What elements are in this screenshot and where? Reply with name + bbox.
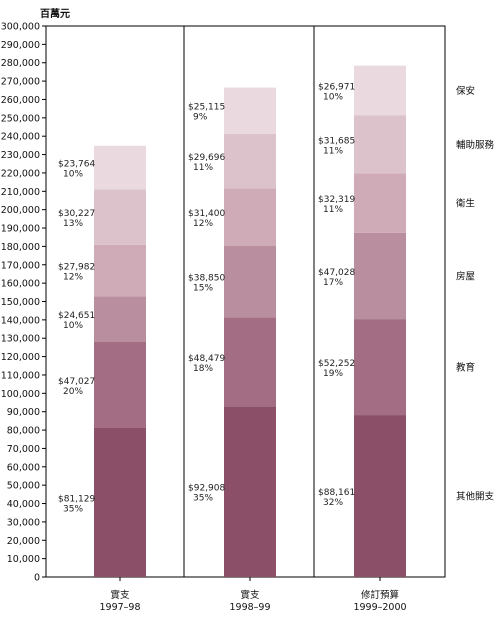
legend-label: 衛生 [456, 198, 476, 210]
data-label-percent: 17% [323, 278, 343, 288]
data-label-percent: 35% [63, 504, 83, 514]
y-tick-label: 230,000 [1, 150, 40, 161]
y-tick-label: 300,000 [1, 22, 40, 33]
data-label-value: $31,685 [318, 136, 355, 146]
bar-segment [94, 145, 146, 190]
data-label-percent: 12% [193, 219, 213, 229]
data-label-value: $52,252 [318, 359, 355, 369]
y-tick-label: 110,000 [1, 370, 40, 381]
y-tick-label: 20,000 [7, 536, 40, 547]
data-label-value: $47,027 [58, 377, 95, 387]
x-category-label: 實支 [110, 589, 130, 601]
data-label-value: $26,971 [318, 82, 355, 92]
y-tick-label: 130,000 [1, 334, 40, 345]
data-label-percent: 11% [323, 146, 343, 156]
data-label-value: $24,651 [58, 311, 95, 321]
data-label-value: $81,129 [58, 494, 95, 504]
data-label-percent: 13% [63, 219, 83, 229]
y-tick-label: 180,000 [1, 242, 40, 253]
data-label-percent: 15% [193, 284, 213, 294]
bar-segment [224, 87, 276, 134]
legend-label: 輔助服務 [456, 139, 495, 151]
data-label-percent: 19% [323, 369, 343, 379]
data-label-value: $23,764 [58, 160, 95, 170]
x-category-label: 實支 [240, 589, 260, 601]
y-tick-label: 290,000 [1, 40, 40, 51]
data-label-value: $29,696 [188, 153, 225, 163]
data-label-value: $31,400 [188, 209, 225, 219]
data-label-percent: 10% [63, 321, 83, 331]
bar-segment [354, 115, 406, 174]
data-label-percent: 10% [63, 170, 83, 180]
x-category-period: 1999–2000 [353, 602, 406, 613]
y-tick-label: 280,000 [1, 58, 40, 69]
data-label-value: $27,982 [58, 263, 95, 273]
y-tick-label: 250,000 [1, 113, 40, 124]
data-label-value: $92,908 [188, 484, 225, 494]
y-tick-label: 190,000 [1, 224, 40, 235]
y-tick-label: 270,000 [1, 77, 40, 88]
bar-segment [94, 189, 146, 245]
bar-segment [94, 341, 146, 428]
bar-segment [224, 406, 276, 577]
bar-segment [224, 245, 276, 318]
y-tick-label: 60,000 [7, 462, 40, 473]
bar-segment [354, 232, 406, 320]
y-tick-label: 10,000 [7, 554, 40, 565]
bar-segment [94, 244, 146, 297]
data-label-percent: 32% [323, 498, 343, 508]
data-label-percent: 18% [193, 364, 213, 374]
y-tick-label: 90,000 [7, 407, 40, 418]
data-label-percent: 20% [63, 387, 83, 397]
legend-label: 保安 [456, 85, 475, 97]
y-tick-label: 30,000 [7, 517, 40, 528]
data-label-percent: 11% [323, 205, 343, 215]
bar-segment [354, 415, 406, 577]
y-axis-unit-label: 百萬元 [40, 7, 70, 20]
y-tick-label: 220,000 [1, 168, 40, 179]
y-tick-label: 80,000 [7, 426, 40, 437]
y-tick-label: 0 [34, 573, 40, 584]
data-label-value: $47,028 [318, 268, 355, 278]
y-tick-label: 170,000 [1, 260, 40, 271]
data-label-percent: 12% [63, 273, 83, 283]
data-label-percent: 35% [193, 494, 213, 504]
data-label-value: $38,850 [188, 274, 225, 284]
data-label-percent: 11% [193, 163, 213, 173]
y-tick-label: 150,000 [1, 297, 40, 308]
y-tick-label: 40,000 [7, 499, 40, 510]
y-tick-label: 120,000 [1, 352, 40, 363]
y-tick-label: 70,000 [7, 444, 40, 455]
y-tick-label: 140,000 [1, 315, 40, 326]
x-category-label: 修訂預算 [361, 589, 399, 601]
bar-segment [224, 133, 276, 189]
x-category-period: 1998–99 [229, 602, 270, 613]
data-label-value: $30,227 [58, 209, 95, 219]
data-label-value: $88,161 [318, 488, 355, 498]
legend-label: 房屋 [456, 270, 475, 282]
y-tick-label: 100,000 [1, 389, 40, 400]
data-label-value: $48,479 [188, 354, 225, 364]
legend-label: 其他開支 [456, 491, 495, 503]
y-tick-label: 240,000 [1, 132, 40, 143]
y-tick-label: 200,000 [1, 205, 40, 216]
y-tick-label: 260,000 [1, 95, 40, 106]
bar-segment [224, 317, 276, 407]
data-label-value: $32,319 [318, 195, 355, 205]
data-label-percent: 10% [323, 92, 343, 102]
y-tick-label: 50,000 [7, 481, 40, 492]
bar-segment [94, 296, 146, 342]
y-tick-label: 210,000 [1, 187, 40, 198]
x-category-period: 1997–98 [99, 602, 140, 613]
data-label-value: $25,115 [188, 103, 225, 113]
bar-segment [224, 188, 276, 246]
data-label-percent: 9% [193, 113, 208, 123]
bar-segment [94, 427, 146, 577]
bar-segment [354, 319, 406, 416]
legend-label: 教育 [456, 362, 475, 374]
bar-segment [354, 65, 406, 116]
bar-segment [354, 173, 406, 233]
y-tick-label: 160,000 [1, 279, 40, 290]
